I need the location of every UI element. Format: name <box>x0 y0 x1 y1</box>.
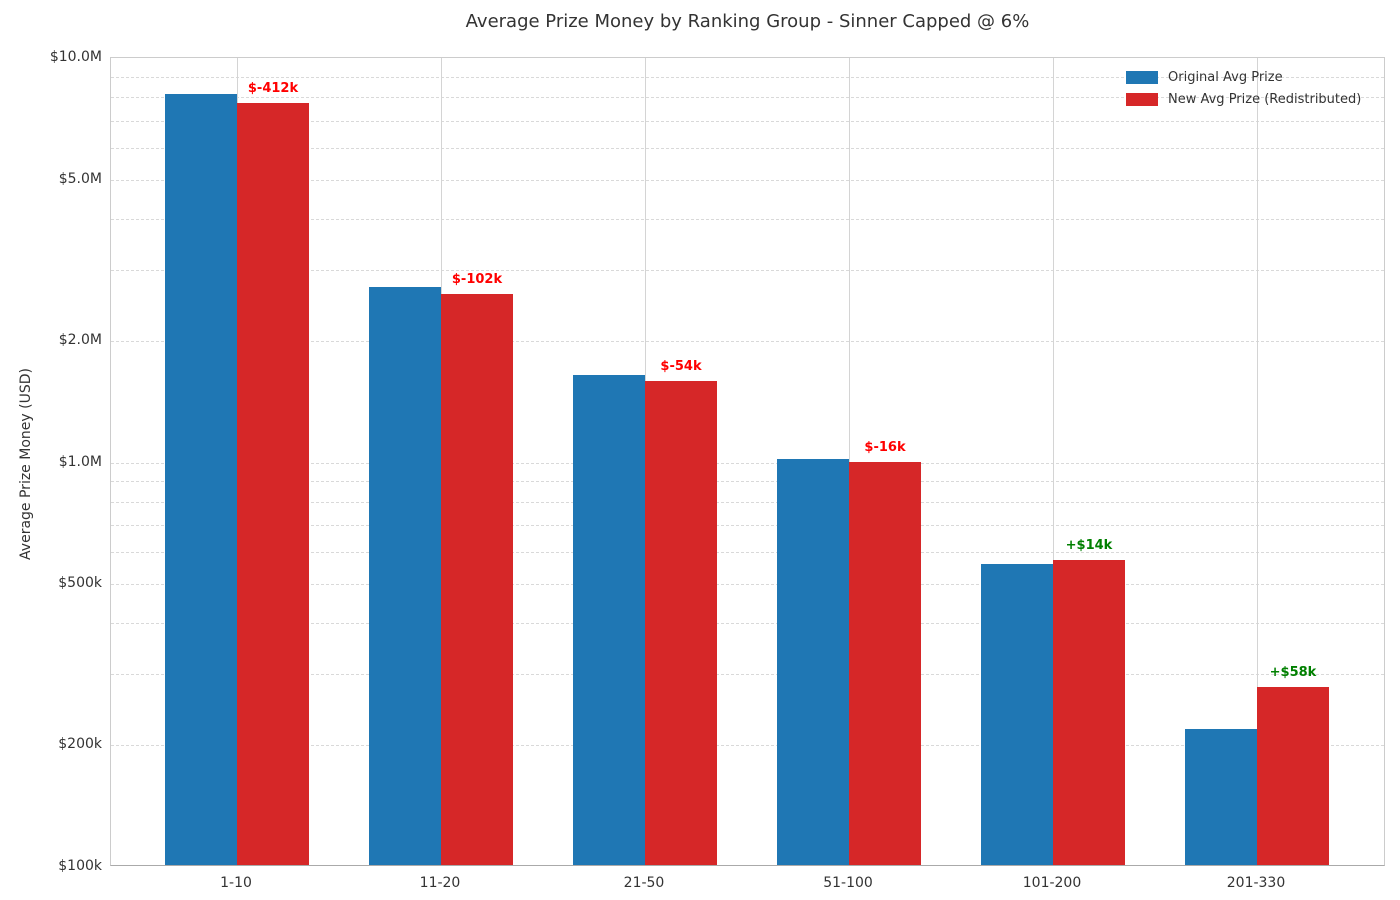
gridline-horizontal <box>111 269 1384 271</box>
bar-original-1-10 <box>165 94 237 865</box>
y-tick-label: $2.0M <box>58 331 102 348</box>
y-tick-label: $10.0M <box>49 49 102 65</box>
bar-original-201-330 <box>1185 728 1257 865</box>
bar-new-11-20 <box>441 294 513 865</box>
bar-new-21-50 <box>645 380 717 865</box>
y-tick-label: $1.0M <box>58 453 102 470</box>
x-tick-label-11-20: 11-20 <box>419 875 461 891</box>
gridline-vertical <box>849 58 850 865</box>
gridline-horizontal <box>111 76 1384 78</box>
bar-new-1-10 <box>237 103 309 865</box>
x-tick-label-101-200: 101-200 <box>1022 875 1082 891</box>
gridline-horizontal <box>111 552 1384 554</box>
bar-original-101-200 <box>981 563 1053 865</box>
legend-swatch-icon <box>1126 92 1158 106</box>
gridline-horizontal <box>111 674 1384 675</box>
gridline-horizontal <box>111 120 1384 122</box>
legend: Original Avg Prize New Avg Prize (Redistr… <box>1126 66 1361 110</box>
y-tick-label: $100k <box>58 858 102 874</box>
x-tick-label-1-10: 1-10 <box>220 875 252 891</box>
gridline-horizontal <box>111 97 1384 99</box>
gridline-horizontal <box>111 584 1384 586</box>
legend-item: New Avg Prize (Redistributed) <box>1126 88 1361 110</box>
gridline-vertical <box>1257 58 1258 865</box>
x-tick-label-201-330: 201-330 <box>1226 875 1286 891</box>
gridline-horizontal <box>111 481 1384 482</box>
x-tick-label-51-100: 51-100 <box>823 875 873 891</box>
x-tick-label-21-50: 21-50 <box>623 875 665 891</box>
gridline-horizontal <box>111 501 1384 503</box>
annotation-diff-201-330: +$58k <box>1269 665 1317 681</box>
y-tick-label: $5.0M <box>58 170 102 187</box>
gridline-horizontal <box>111 462 1384 464</box>
bar-original-21-50 <box>573 374 645 865</box>
annotation-diff-11-20: $-102k <box>451 272 503 288</box>
gridline-horizontal <box>111 525 1384 527</box>
bar-original-51-100 <box>777 458 849 865</box>
gridline-vertical <box>1053 58 1054 865</box>
annotation-diff-21-50: $-54k <box>660 358 702 374</box>
y-tick-label: $500k <box>58 575 102 592</box>
gridline-horizontal <box>111 218 1384 220</box>
bar-original-11-20 <box>369 287 441 865</box>
gridline-horizontal <box>111 179 1384 181</box>
legend-item: Original Avg Prize <box>1126 66 1361 88</box>
legend-swatch-icon <box>1126 70 1158 84</box>
y-tick-label: $200k <box>58 736 102 753</box>
annotation-diff-1-10: $-412k <box>247 81 299 97</box>
annotation-diff-51-100: $-16k <box>864 439 906 455</box>
legend-label: Original Avg Prize <box>1168 69 1283 85</box>
bar-new-51-100 <box>849 461 921 865</box>
gridline-horizontal <box>111 623 1384 625</box>
annotation-diff-101-200: +$14k <box>1065 537 1113 553</box>
chart-title: Average Prize Money by Ranking Group - S… <box>465 11 1030 32</box>
bar-new-201-330 <box>1257 687 1329 865</box>
bar-new-101-200 <box>1053 559 1125 865</box>
legend-label: New Avg Prize (Redistributed) <box>1168 91 1362 107</box>
gridline-horizontal <box>111 340 1384 342</box>
gridline-horizontal <box>111 147 1384 149</box>
gridline-horizontal <box>111 745 1384 747</box>
plot-area: $-412k $-102k $-54k $-16k +$14k +$58k <box>110 57 1385 866</box>
